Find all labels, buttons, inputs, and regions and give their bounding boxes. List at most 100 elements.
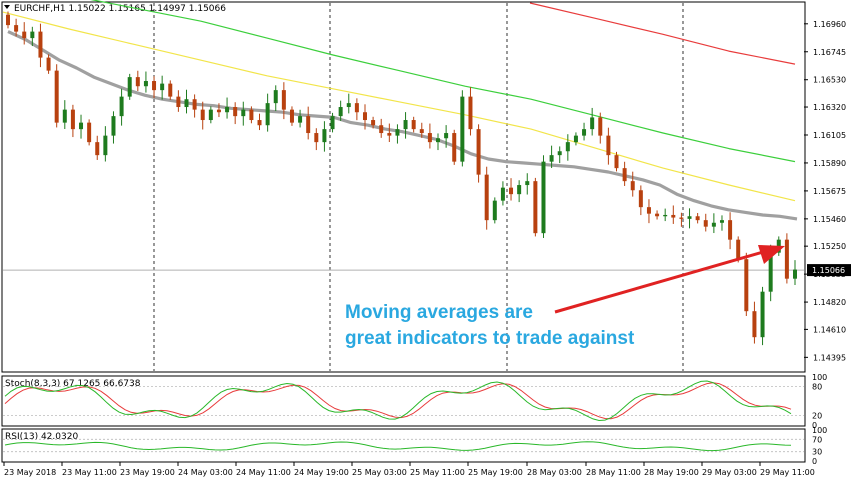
candle-body — [22, 31, 27, 39]
candle-body — [573, 135, 578, 143]
candle-body — [322, 129, 327, 143]
candle-body — [38, 31, 43, 58]
candle-body — [70, 109, 75, 130]
sma-gray-line — [7, 30, 798, 221]
candle-body — [95, 142, 100, 156]
candle-body — [241, 109, 246, 117]
rsi-line — [4, 441, 792, 452]
rsi-pane — [1, 428, 806, 463]
candle-body — [655, 213, 660, 217]
candle-body — [160, 83, 165, 91]
rsi-level-label: 0 — [812, 457, 817, 466]
candle-body — [419, 129, 424, 134]
candle-body — [14, 25, 19, 32]
price-tick-label: 1.15460 — [813, 215, 846, 224]
candle-body — [62, 109, 67, 123]
candle-body — [298, 116, 303, 123]
candle-body — [200, 109, 205, 121]
candle-body — [338, 107, 343, 117]
candle-body — [719, 220, 724, 223]
stoch-level-label: 100 — [812, 373, 827, 382]
red-arrow — [554, 245, 785, 314]
candle-body — [354, 103, 359, 113]
annotation-line1: Moving averages are — [345, 302, 533, 323]
candle-body — [744, 259, 749, 312]
candle-body — [468, 96, 473, 130]
main-pane — [1, 1, 806, 373]
candle-body — [509, 187, 514, 195]
time-tick-label: 29 May 11:00 — [760, 468, 815, 477]
candle-body — [6, 14, 10, 26]
price-tick-label: 1.16745 — [813, 48, 846, 57]
candle-body — [436, 138, 441, 143]
candle-body — [216, 109, 221, 113]
time-tick-label: 23 May 19:00 — [120, 468, 175, 477]
candle-body — [379, 125, 384, 134]
candle-body — [281, 90, 286, 110]
candle-body — [590, 117, 595, 130]
candle-body — [427, 133, 432, 143]
candle-body — [257, 120, 262, 126]
price-tick-label: 1.14395 — [813, 353, 846, 362]
candle-body — [492, 200, 497, 221]
price-tick-label: 1.15890 — [813, 159, 846, 168]
time-tick-label: 25 May 19:00 — [468, 468, 523, 477]
candle-body — [622, 168, 627, 182]
candle-body — [549, 155, 554, 162]
stoch-level-label: 80 — [812, 383, 822, 392]
annotation-line2: great indicators to trade against — [345, 328, 635, 349]
candle-body — [387, 133, 392, 136]
price-tick-label: 1.14820 — [813, 298, 846, 307]
candle-body — [135, 77, 140, 87]
time-tick-label: 23 May 2018 — [4, 468, 56, 477]
candle-body — [176, 96, 181, 108]
candle-body — [638, 190, 643, 208]
price-tick-label: 1.15250 — [813, 242, 846, 251]
stoch-level-label: 20 — [812, 411, 822, 420]
candle-body — [606, 135, 611, 156]
candle-body — [54, 70, 59, 123]
time-tick-label: 29 May 03:00 — [702, 468, 757, 477]
candle-body — [273, 90, 278, 104]
time-tick-label: 28 May 19:00 — [644, 468, 699, 477]
time-tick-label: 23 May 11:00 — [62, 468, 117, 477]
ema-yellow-line — [2, 11, 796, 202]
candle-body — [768, 252, 773, 292]
time-tick-label: 24 May 03:00 — [178, 468, 233, 477]
time-tick-label: 25 May 03:00 — [352, 468, 407, 477]
ema-red-line — [529, 2, 796, 65]
candle-body — [695, 216, 700, 221]
time-tick-label: 28 May 03:00 — [527, 468, 582, 477]
candle-body — [411, 120, 416, 130]
candle-body — [346, 103, 351, 108]
candle-body — [703, 220, 708, 227]
rsi-title: RSI(13) 42.0320 — [5, 432, 78, 442]
candle-body — [541, 161, 546, 234]
candle-body — [500, 187, 505, 201]
candle-body — [736, 239, 741, 260]
time-tick-label: 28 May 11:00 — [586, 468, 641, 477]
rsi-level-label: 70 — [812, 435, 822, 444]
candle-body — [46, 57, 51, 71]
stoch-pane — [1, 375, 806, 427]
candle-body — [679, 217, 684, 219]
dropdown-arrow-icon[interactable] — [4, 5, 10, 9]
candle-body — [452, 133, 457, 162]
candle-body — [525, 181, 530, 186]
candle-body — [793, 269, 797, 279]
candle-body — [557, 151, 562, 156]
price-tick-label: 1.16105 — [813, 131, 846, 140]
price-series — [2, 0, 804, 346]
candle-body — [403, 120, 408, 130]
candle-body — [614, 155, 619, 169]
time-tick-label: 24 May 19:00 — [294, 468, 349, 477]
candle-body — [143, 81, 148, 87]
candle-body — [728, 220, 733, 240]
candle-body — [460, 96, 465, 162]
candle-body — [646, 207, 651, 214]
candle-body — [233, 107, 238, 117]
candle-body — [119, 96, 124, 117]
candle-body — [30, 31, 35, 39]
